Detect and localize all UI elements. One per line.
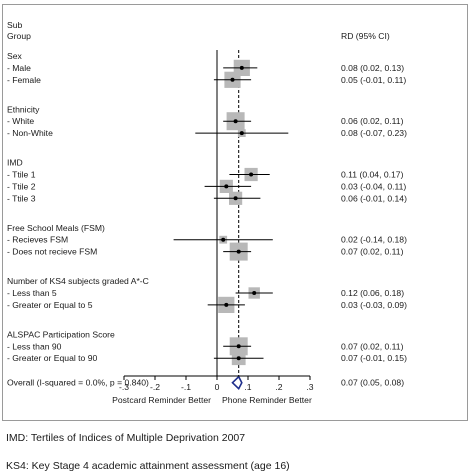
x-tick-label-0: -.3 [119, 382, 129, 392]
group-title-4: Number of KS4 subjects graded A*-C [7, 276, 149, 286]
row-ci-3-0: 0.02 (-0.14, 0.18) [341, 235, 407, 245]
point-estimate-1-1 [239, 131, 244, 136]
x-tick-label-2: -.1 [181, 382, 191, 392]
x-label-right: Phone Reminder Better [222, 395, 312, 405]
row-ci-1-0: 0.06 (0.02, 0.11) [341, 116, 404, 126]
overall-diamond [231, 375, 243, 391]
row-label-3-1: - Does not recieve FSM [7, 247, 97, 257]
point-estimate-3-1 [236, 249, 241, 254]
forest-plot-frame: Sub Group RD (95% CI) Sex - Male 0.08 (0.02, … [2, 4, 468, 421]
row-ci-5-1: 0.07 (-0.01, 0.15) [341, 353, 407, 363]
footnote-imd: IMD: Tertiles of Indices of Multiple Dep… [6, 432, 246, 444]
x-label-left: Postcard Reminder Better [112, 395, 211, 405]
row-ci-2-0: 0.11 (0.04, 0.17) [341, 170, 404, 180]
x-tick-label-5: .2 [275, 382, 282, 392]
group-title-2: IMD [7, 158, 23, 168]
row-ci-0-0: 0.08 (0.02, 0.13) [341, 63, 404, 73]
row-label-1-0: - White [7, 116, 34, 126]
row-ci-2-2: 0.06 (-0.01, 0.14) [341, 193, 407, 203]
row-label-4-1: - Greater or Equal to 5 [7, 300, 93, 310]
row-ci-1-1: 0.08 (-0.07, 0.23) [341, 128, 407, 138]
point-estimate-5-1 [236, 356, 241, 361]
row-ci-2-1: 0.03 (-0.04, 0.11) [341, 181, 406, 191]
row-label-0-1: - Female [7, 75, 41, 85]
x-tick-label-3: 0 [215, 382, 220, 392]
overall-label: Overall (I-squared = 0.0%, p = 0.840) [7, 378, 149, 388]
point-estimate-2-2 [233, 196, 238, 201]
header-effect-column: RD (95% CI) [341, 31, 390, 41]
row-ci-4-1: 0.03 (-0.03, 0.09) [341, 300, 407, 310]
point-estimate-2-1 [224, 184, 229, 189]
row-ci-5-0: 0.07 (0.02, 0.11) [341, 341, 404, 351]
x-tick-label-4: .1 [244, 382, 251, 392]
row-ci-4-0: 0.12 (0.06, 0.18) [341, 288, 404, 298]
row-label-3-0: - Recieves FSM [7, 235, 68, 245]
header-subgroup-line1: Sub [7, 20, 23, 30]
point-estimate-4-0 [252, 291, 257, 295]
row-label-1-1: - Non-White [7, 128, 53, 138]
point-estimate-0-1 [230, 77, 235, 82]
point-estimate-2-0 [249, 172, 254, 177]
group-title-1: Ethnicity [7, 104, 40, 114]
group-title-5: ALSPAC Participation Score [7, 329, 115, 339]
point-estimate-5-0 [236, 344, 241, 349]
row-label-2-2: - Ttile 3 [7, 193, 36, 203]
row-label-5-1: - Greater or Equal to 90 [7, 353, 98, 363]
group-title-3: Free School Meals (FSM) [7, 223, 105, 233]
row-label-4-0: - Less than 5 [7, 288, 57, 298]
footnote-ks4: KS4: Key Stage 4 academic attainment ass… [6, 460, 290, 472]
point-estimate-1-0 [233, 119, 238, 124]
header-subgroup-line2: Group [7, 31, 31, 41]
x-tick-label-6: .3 [306, 382, 313, 392]
row-label-2-0: - Ttile 1 [7, 170, 36, 180]
row-label-5-0: - Less than 90 [7, 341, 62, 351]
row-label-2-1: - Ttile 2 [7, 181, 36, 191]
overall-ci: 0.07 (0.05, 0.08) [341, 378, 404, 388]
point-estimate-0-0 [239, 65, 244, 70]
row-label-0-0: - Male [7, 63, 31, 73]
row-ci-3-1: 0.07 (0.02, 0.11) [341, 247, 404, 257]
x-tick-label-1: -.2 [150, 382, 160, 392]
group-title-0: Sex [7, 51, 23, 61]
point-estimate-3-0 [221, 237, 226, 242]
row-ci-0-1: 0.05 (-0.01, 0.11) [341, 75, 406, 85]
point-estimate-4-1 [224, 302, 229, 307]
